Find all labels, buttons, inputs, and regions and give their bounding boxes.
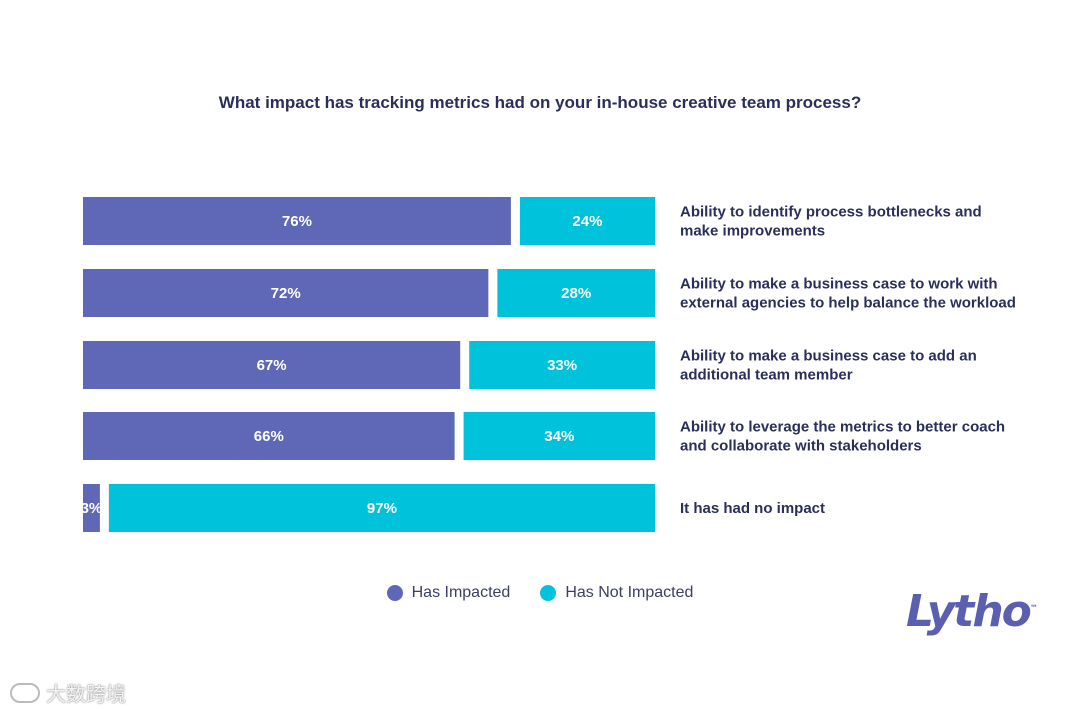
legend-item-has-not-impacted: Has Not Impacted [540, 584, 693, 602]
bar-has-impacted-2 [83, 341, 461, 389]
legend-label-has-impacted: Has Impacted [411, 584, 511, 601]
data-label-has-impacted-3: 66% [254, 428, 284, 445]
legend-label-has-not-impacted: Has Not Impacted [565, 584, 694, 601]
legend-item-has-impacted: Has Impacted [386, 584, 511, 602]
legend-swatch-has-not-impacted [540, 585, 557, 601]
watermark: 大数跨境 [10, 678, 126, 707]
lytho-logo: Lytho™ [906, 586, 1038, 637]
data-label-has-not-impacted-2: 33% [547, 357, 577, 374]
data-label-has-impacted-0: 76% [282, 213, 312, 230]
bar-has-impacted-1 [83, 269, 489, 317]
category-label-line: make improvements [680, 223, 825, 240]
bar-has-not-impacted-2 [469, 341, 655, 389]
category-label-0: Ability to identify process bottlenecks … [680, 204, 982, 240]
bar-has-not-impacted-0 [519, 197, 655, 245]
legend: Has Impacted Has Not Impacted [0, 584, 1080, 602]
data-label-has-impacted-2: 67% [257, 357, 287, 374]
bar-has-impacted-3 [83, 412, 455, 460]
category-label-line: additional team member [680, 367, 853, 384]
legend-swatch-has-impacted [386, 585, 403, 601]
category-label-line: and collaborate with stakeholders [680, 438, 922, 455]
category-label-line: Ability to leverage the metrics to bette… [680, 419, 1005, 436]
category-label-line: Ability to make a business case to work … [680, 276, 998, 293]
category-label-2: Ability to make a business case to add a… [680, 348, 977, 384]
category-label-4: It has had no impact [680, 500, 825, 517]
category-label-1: Ability to make a business case to work … [680, 276, 1016, 312]
data-label-has-not-impacted-4: 97% [367, 500, 397, 517]
data-label-has-not-impacted-3: 34% [544, 428, 574, 445]
category-label-line: external agencies to help balance the wo… [680, 295, 1016, 312]
category-label-line: Ability to make a business case to add a… [680, 348, 977, 365]
category-label-line: It has had no impact [680, 500, 825, 517]
chart-title: What impact has tracking metrics had on … [218, 93, 862, 112]
bar-has-impacted-4 [83, 484, 100, 532]
data-label-has-impacted-1: 72% [271, 285, 301, 302]
category-labels-group: Ability to identify process bottlenecks … [680, 204, 1016, 518]
bar-has-not-impacted-3 [463, 412, 655, 460]
data-label-has-not-impacted-1: 28% [561, 285, 591, 302]
watermark-icon [10, 682, 40, 703]
bar-has-impacted-0 [83, 197, 511, 245]
bar-has-not-impacted-4 [108, 484, 655, 532]
bar-has-not-impacted-1 [497, 269, 655, 317]
bars-group: 76% 24% 72% 28% 67% 33% 66% 34% 3% 97% [81, 197, 655, 532]
data-label-has-not-impacted-0: 24% [572, 213, 602, 230]
category-label-line: Ability to identify process bottlenecks … [680, 204, 982, 221]
data-label-has-impacted-4: 3% [81, 500, 103, 517]
category-label-3: Ability to leverage the metrics to bette… [680, 419, 1005, 455]
